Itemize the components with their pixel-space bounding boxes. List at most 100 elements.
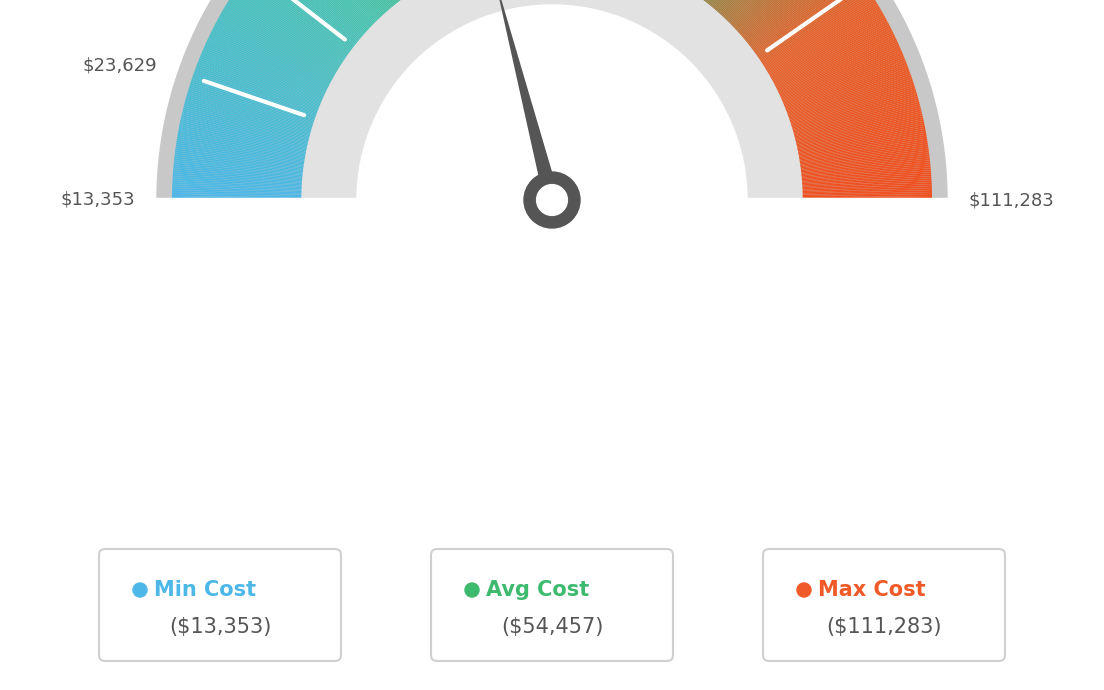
Polygon shape [203,47,323,101]
Polygon shape [712,0,797,9]
Polygon shape [719,0,806,14]
Polygon shape [227,1,339,70]
Polygon shape [257,0,359,43]
Polygon shape [769,14,884,79]
Polygon shape [242,0,349,55]
Polygon shape [753,0,858,52]
Polygon shape [756,0,864,57]
Polygon shape [799,144,928,165]
Polygon shape [172,196,302,199]
Polygon shape [210,33,328,91]
Polygon shape [755,0,862,55]
Polygon shape [172,198,302,200]
Polygon shape [783,55,904,106]
Polygon shape [716,0,804,12]
Polygon shape [194,71,317,117]
Polygon shape [761,0,871,64]
Polygon shape [172,188,302,193]
Polygon shape [181,113,309,144]
Polygon shape [180,123,307,150]
Polygon shape [201,52,321,104]
Polygon shape [296,0,384,15]
Polygon shape [270,0,368,32]
Polygon shape [764,0,875,70]
Polygon shape [802,182,932,190]
Polygon shape [176,144,305,165]
Polygon shape [232,0,342,65]
Polygon shape [715,0,802,12]
Polygon shape [200,57,320,107]
Polygon shape [797,121,924,149]
Polygon shape [774,24,890,86]
Polygon shape [802,180,932,188]
Polygon shape [722,0,813,18]
Polygon shape [771,15,885,79]
Polygon shape [749,0,852,47]
Polygon shape [799,141,927,162]
Polygon shape [798,130,926,156]
Polygon shape [754,0,861,54]
Polygon shape [234,0,343,63]
Polygon shape [794,106,921,139]
Polygon shape [236,0,346,61]
Polygon shape [188,90,312,129]
Polygon shape [173,168,302,180]
Polygon shape [795,111,922,143]
Polygon shape [709,0,792,6]
Polygon shape [198,60,319,109]
Polygon shape [789,83,914,124]
Polygon shape [721,0,810,17]
Polygon shape [190,83,315,124]
Polygon shape [195,66,318,113]
Polygon shape [768,10,882,76]
Polygon shape [197,63,319,112]
Polygon shape [247,0,352,51]
Polygon shape [294,0,383,17]
Polygon shape [723,0,814,19]
Polygon shape [796,119,924,148]
Polygon shape [177,137,306,159]
Polygon shape [785,63,907,112]
Polygon shape [180,121,307,149]
Polygon shape [209,37,327,94]
Polygon shape [172,184,302,191]
Polygon shape [744,0,846,41]
Polygon shape [800,157,930,172]
Text: $23,629: $23,629 [83,56,158,74]
Polygon shape [762,0,872,65]
Polygon shape [233,0,343,64]
Polygon shape [259,0,360,41]
Polygon shape [775,28,892,88]
Polygon shape [493,0,560,219]
Polygon shape [751,0,856,50]
Polygon shape [796,117,923,147]
Polygon shape [751,0,854,49]
Polygon shape [172,174,302,184]
Polygon shape [783,52,903,104]
Polygon shape [802,190,932,195]
Polygon shape [177,139,306,161]
Polygon shape [795,113,923,144]
Polygon shape [214,24,330,86]
Polygon shape [786,66,909,113]
Polygon shape [285,0,378,22]
Polygon shape [246,0,351,52]
Polygon shape [179,127,307,153]
Polygon shape [740,0,838,36]
Polygon shape [728,0,820,23]
Polygon shape [289,0,380,19]
Polygon shape [185,100,311,135]
Polygon shape [757,0,866,59]
Polygon shape [766,5,879,72]
Polygon shape [765,1,877,70]
Polygon shape [193,73,317,118]
Polygon shape [710,0,793,6]
Polygon shape [705,0,786,3]
Polygon shape [173,162,304,177]
Polygon shape [781,47,901,101]
Text: Min Cost: Min Cost [153,580,256,600]
Polygon shape [191,81,315,123]
Polygon shape [720,0,808,15]
Polygon shape [287,0,379,21]
Polygon shape [253,0,357,46]
